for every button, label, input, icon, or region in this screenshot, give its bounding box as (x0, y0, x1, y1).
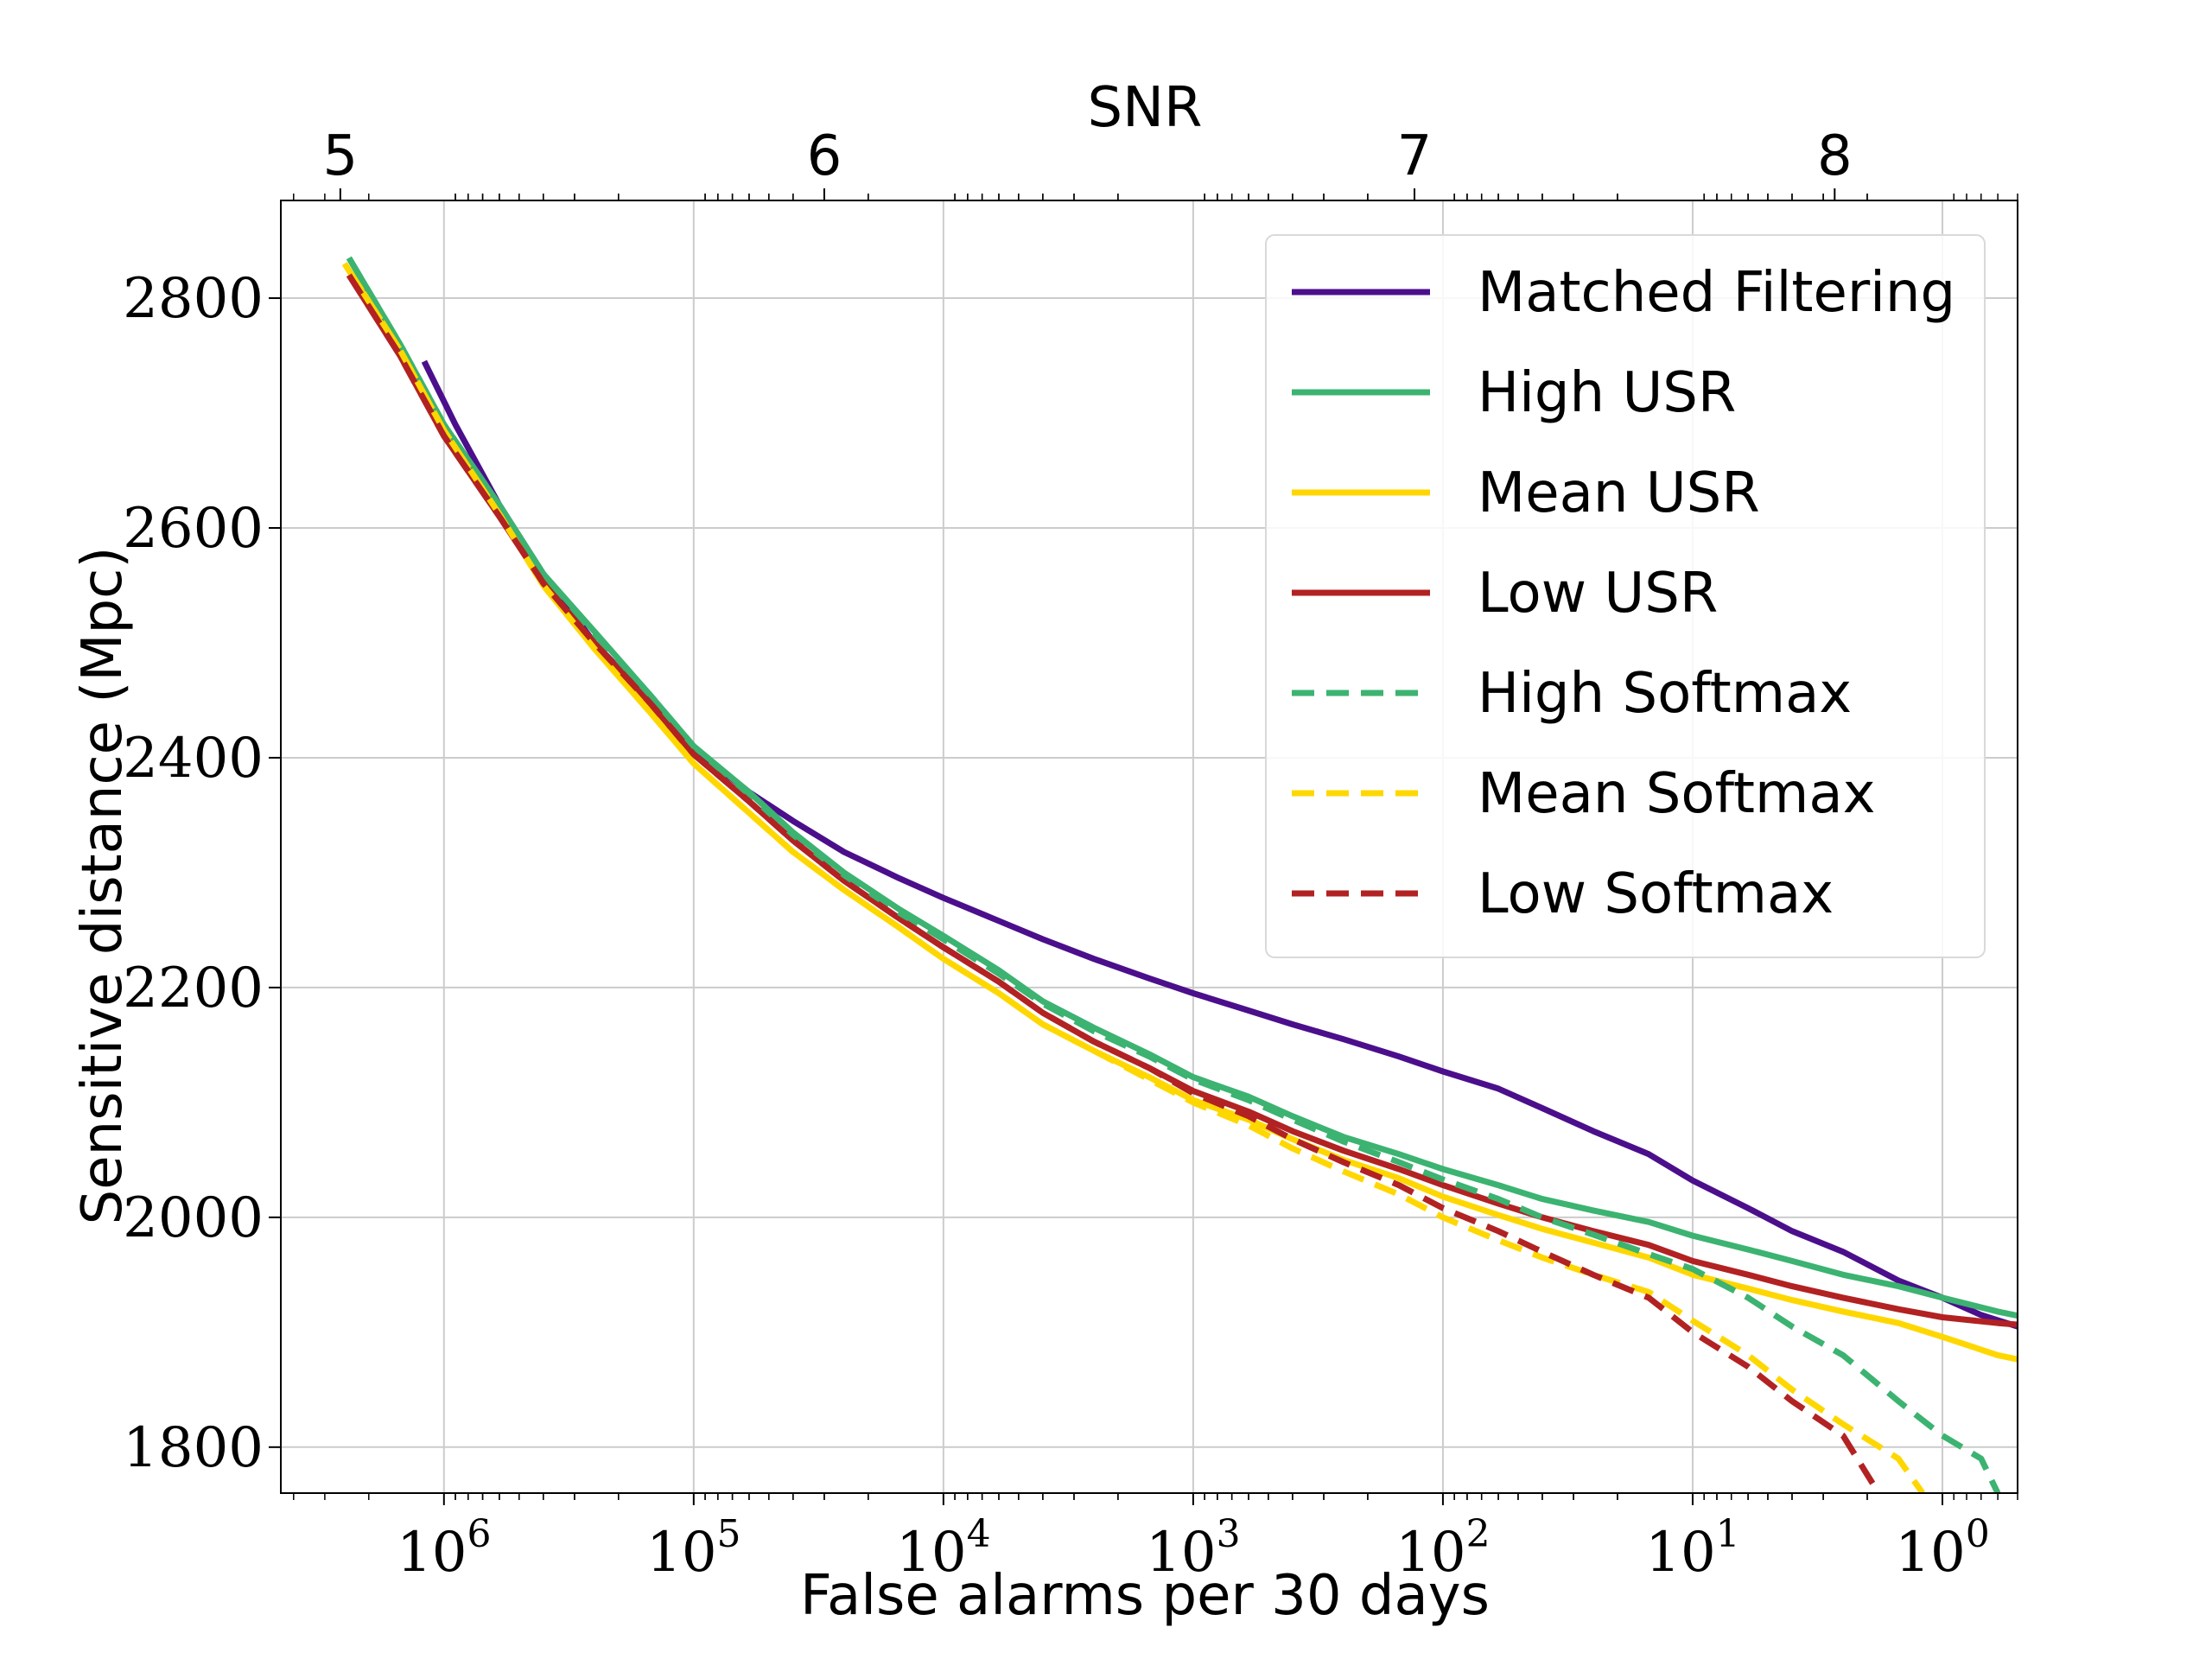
legend-label: Low Softmax (1478, 862, 1834, 926)
x-tick-label: 101 (1645, 1512, 1739, 1585)
axis-ticks: 106 105 104 103 102 101 100 1800 2000 2200 2400 260… (123, 124, 2018, 1585)
y-tick-label: 2800 (123, 267, 264, 331)
legend-label: Matched Filtering (1478, 261, 1955, 325)
legend-label: High Softmax (1478, 662, 1852, 726)
x-tick-label: 105 (646, 1512, 741, 1585)
top-tick-label: 5 (322, 124, 358, 188)
legend-label: Mean USR (1478, 461, 1760, 525)
x-tick-label: 106 (397, 1512, 491, 1585)
y-tick-label: 2400 (123, 727, 264, 791)
legend-label: High USR (1478, 361, 1736, 425)
x-tick-label: 103 (1146, 1512, 1240, 1585)
y-tick-label: 2200 (123, 957, 264, 1020)
top-axis-label: SNR (1088, 76, 1203, 140)
x-tick-label: 104 (896, 1512, 990, 1585)
top-tick-label: 6 (807, 124, 842, 188)
y-tick-label: 2600 (123, 497, 264, 561)
series-line-high-softmax (346, 256, 2001, 1493)
series-lines (341, 256, 2018, 1493)
series-line-mean-softmax (341, 262, 1925, 1493)
plot-frame (280, 200, 2018, 1494)
top-tick-label: 8 (1817, 124, 1853, 188)
legend-label: Low USR (1478, 562, 1718, 626)
x-axis-label: False alarms per 30 days (800, 1564, 1490, 1628)
y-axis-label: Sensitive distance (Mpc) (71, 547, 135, 1225)
legend-box (1265, 234, 1986, 958)
legend-label: Mean Softmax (1478, 762, 1875, 826)
series-line-low-softmax (346, 273, 1882, 1493)
x-tick-label: 102 (1395, 1512, 1490, 1585)
top-tick-label: 7 (1397, 124, 1433, 188)
y-tick-label: 1800 (123, 1416, 264, 1480)
y-tick-label: 2000 (123, 1186, 264, 1250)
legend: Matched Filtering High USR Mean USR Low USR… (1265, 234, 1986, 958)
x-tick-label: 100 (1895, 1512, 1989, 1585)
